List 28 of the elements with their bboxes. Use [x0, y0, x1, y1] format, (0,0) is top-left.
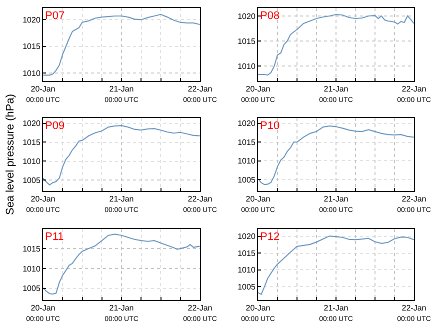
- y-tick-label: 1005: [238, 282, 256, 292]
- y-tick-label: 1010: [22, 68, 41, 78]
- y-tick-label: 1020: [238, 12, 256, 21]
- y-tick-label: 1015: [22, 244, 41, 254]
- y-tick-label: 1020: [22, 119, 41, 128]
- y-tick-label: 1010: [22, 156, 41, 166]
- y-tick-label: 1010: [238, 62, 256, 71]
- y-tick-label: 1020: [238, 119, 256, 128]
- annotation: P07: [45, 10, 65, 22]
- y-tick-label: 1015: [22, 138, 41, 148]
- y-tick-label: 1020: [22, 16, 41, 25]
- y-tick-label: 1010: [238, 156, 256, 166]
- y-tick-label: 1010: [22, 264, 41, 274]
- annotation: P11: [45, 231, 64, 243]
- y-tick-label: 1005: [22, 284, 41, 294]
- y-tick-label: 1020: [238, 232, 256, 242]
- annotation: P08: [260, 10, 280, 22]
- y-tick-label: 1015: [22, 42, 41, 52]
- annotation: P09: [45, 120, 65, 132]
- y-axis-title: Sea level pressure (hPa): [4, 94, 16, 216]
- y-tick-label: 1015: [238, 248, 256, 258]
- y-tick-label: 1005: [238, 176, 256, 185]
- annotation: P12: [260, 231, 280, 243]
- y-tick-label: 1015: [238, 36, 256, 46]
- y-tick-label: 1010: [238, 266, 256, 275]
- y-tick-label: 1015: [238, 138, 256, 147]
- y-tick-label: 1005: [22, 176, 41, 185]
- annotation: P10: [260, 120, 280, 132]
